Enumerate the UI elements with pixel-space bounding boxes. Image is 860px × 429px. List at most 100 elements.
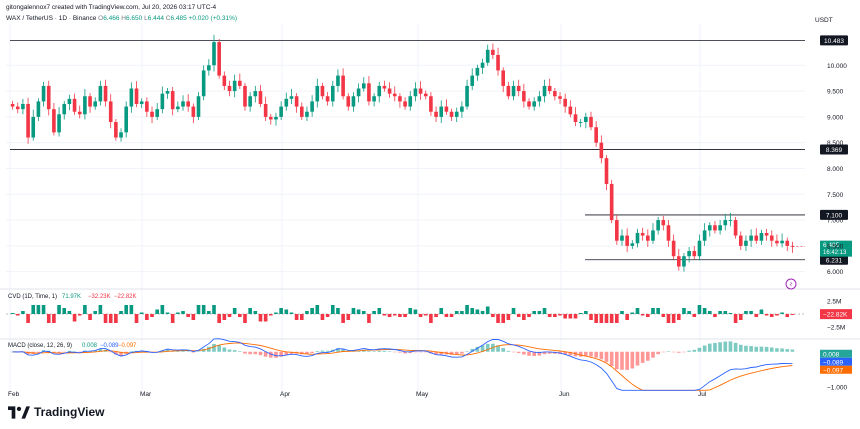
candle-body-33 [181, 101, 185, 107]
cvd-legend-v3: −22.82K [114, 294, 137, 300]
cvd-bar-51 [274, 312, 278, 314]
cvd-bar-54 [289, 312, 294, 314]
cvd-bar-107 [563, 314, 567, 319]
cvd-bar-118 [620, 311, 624, 314]
candle-body-78 [413, 88, 418, 97]
level-tag-7.100 [820, 209, 848, 220]
candle-body-137 [718, 225, 722, 231]
cvd-bar-136 [713, 314, 717, 317]
horizontal-levels: 10.483 8.369 7.100 6.231 [10, 35, 848, 265]
macd-hist-89 [470, 348, 475, 352]
macd-hist-128 [671, 351, 676, 353]
macd-hist-49 [263, 351, 268, 357]
macd-hist-16 [93, 350, 98, 352]
macd-hist-47 [253, 351, 258, 355]
cvd-bar-75 [398, 314, 402, 317]
macd-hist-91 [480, 345, 485, 352]
macd-line [12, 338, 793, 391]
y-tick-1: 9.500 [827, 89, 844, 96]
macd-hist-129 [676, 351, 681, 353]
high-label: H [121, 15, 126, 22]
cvd-bar-18 [103, 314, 108, 323]
macd-hist-98 [516, 351, 521, 353]
candle-body-150 [785, 240, 790, 246]
macd-hist-69 [367, 351, 371, 352]
macd-hist-146 [764, 346, 769, 352]
x-tick-Feb: Feb [8, 391, 20, 398]
candle-body-80 [423, 93, 428, 97]
cvd-bar-43 [232, 308, 237, 314]
cvd-bar-98 [516, 314, 521, 317]
candle-body-119 [625, 235, 629, 246]
cvd-bar-101 [532, 311, 537, 314]
macd-hist-58 [310, 351, 314, 354]
cvd-bar-70 [372, 311, 376, 314]
cvd-bar-67 [356, 309, 361, 314]
candle-body-81 [429, 96, 433, 112]
candle-body-38 [207, 65, 211, 71]
cvd-bar-12 [72, 314, 77, 322]
macd-hist-74 [392, 351, 397, 353]
close-label: C [165, 15, 171, 22]
candle-body-136 [713, 225, 717, 231]
macd-hist-134 [702, 345, 707, 352]
candle-body-43 [232, 80, 237, 92]
candle-body-134 [702, 230, 707, 241]
cvd-bar-40 [217, 314, 221, 323]
candle-body-23 [129, 88, 134, 107]
macd-hist-123 [646, 351, 650, 361]
cvd-bar-103 [542, 308, 547, 314]
candle-body-118 [620, 235, 624, 241]
cvd-bar-72 [382, 314, 387, 316]
candle-body-36 [196, 96, 201, 117]
cvd-bar-49 [263, 314, 268, 322]
candle-body-98 [516, 85, 521, 92]
cvd-bar-122 [640, 314, 645, 316]
macd-hist-52 [279, 351, 283, 357]
cvd-bar-148 [775, 314, 779, 316]
cvd-bar-15 [88, 314, 92, 320]
cvd-bar-61 [325, 314, 330, 317]
macd-hist-20 [114, 351, 118, 355]
cvd-bar-115 [604, 314, 609, 323]
cvd-bar-69 [367, 314, 371, 323]
alert-icon[interactable] [785, 278, 797, 290]
macd-hist-19 [108, 351, 113, 353]
candle-body-108 [568, 106, 573, 115]
macd-hist-127 [666, 351, 671, 352]
candle-body-66 [351, 96, 356, 107]
brand-logo: TradingView [8, 405, 104, 419]
candle-body-11 [67, 98, 72, 104]
macd-hist-97 [511, 351, 516, 353]
candle-body-133 [697, 240, 702, 257]
candle-body-37 [201, 70, 206, 97]
cvd-bar-89 [470, 308, 475, 314]
macd-hist-63 [336, 348, 340, 352]
candle-body-99 [522, 91, 526, 102]
candle-body-29 [160, 93, 165, 110]
macd-hist-40 [217, 345, 221, 352]
cvd-bar-111 [584, 311, 588, 314]
candle-body-18 [103, 85, 108, 102]
macd-line-tag-label: −0.089 [823, 359, 843, 366]
candle-body-65 [346, 96, 351, 107]
x-tick-Mar: Mar [140, 391, 152, 398]
cvd-bar-17 [98, 305, 103, 314]
cvd-bar-20 [114, 314, 118, 323]
candle-body-53 [284, 98, 289, 107]
candle-body-97 [511, 85, 516, 97]
candle-body-111 [584, 116, 588, 123]
candle-body-107 [563, 98, 567, 107]
macd-hist-125 [656, 351, 660, 355]
macd-hist-79 [418, 351, 423, 353]
macd-legend-v1: 0.008 [82, 343, 98, 349]
cvd-bar-16 [93, 311, 98, 314]
candle-body-94 [496, 54, 500, 71]
candle-body-93 [491, 49, 495, 55]
candle-body-138 [723, 220, 728, 226]
cvd-bar-11 [67, 311, 72, 314]
